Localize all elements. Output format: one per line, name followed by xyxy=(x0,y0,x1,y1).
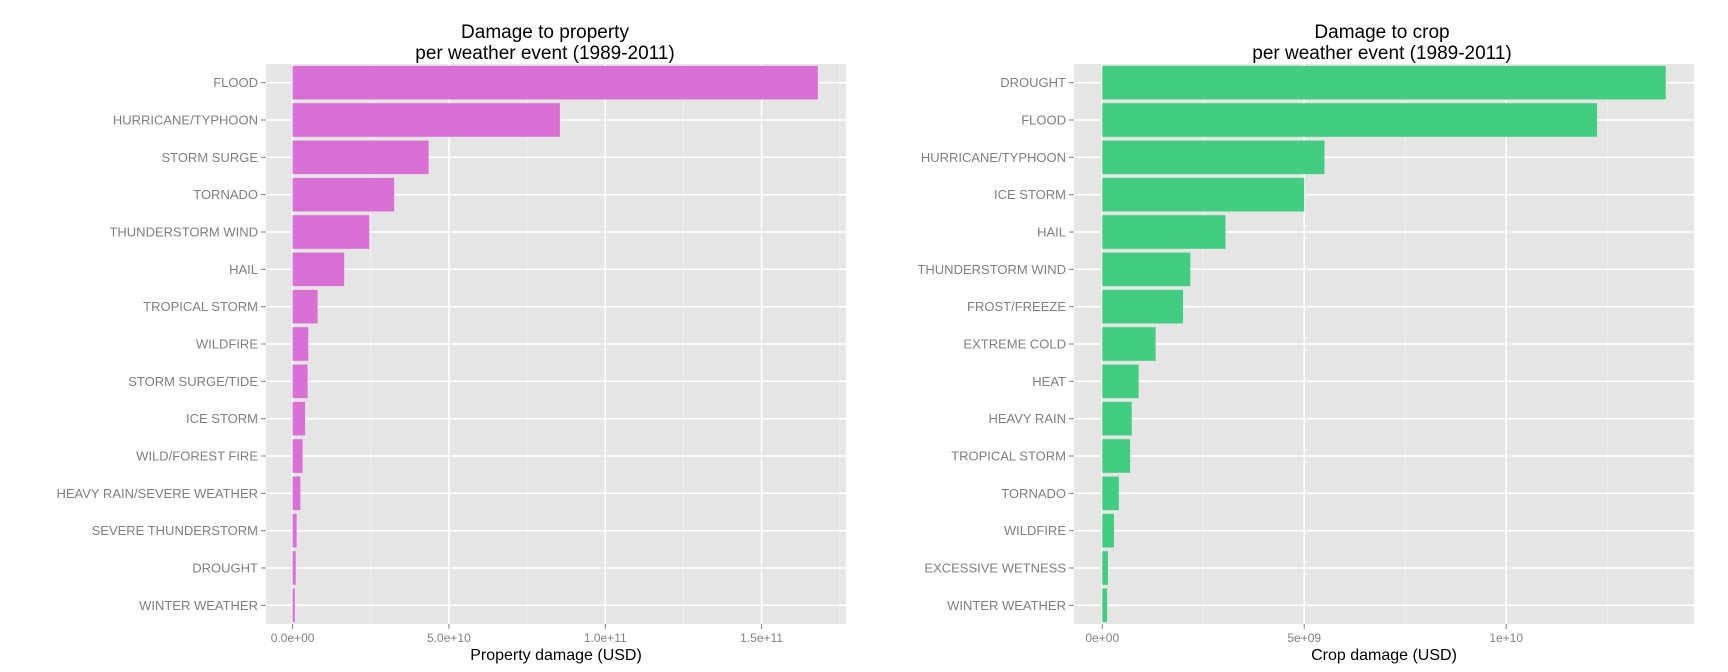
y-tick-label-hail: HAIL xyxy=(1037,225,1066,240)
y-tick-label-severe-thunderstorm: SEVERE THUNDERSTORM xyxy=(92,523,258,538)
bar-extreme-cold xyxy=(1102,327,1156,361)
y-tick-label-extreme-cold: EXTREME COLD xyxy=(963,337,1066,352)
y-tick-label-thunderstorm-wind: THUNDERSTORM WIND xyxy=(109,225,258,240)
chart-crop-damage: DROUGHT FLOOD HURRICANE/TYPHOON ICE STORM HA… xyxy=(917,22,1694,664)
y-tick-label-flood: FLOOD xyxy=(1021,113,1066,128)
bar-hurricane-typhoon xyxy=(292,103,560,137)
bar-heavy-rain xyxy=(1102,401,1132,436)
bar-flood xyxy=(1102,103,1598,137)
bar-thunderstorm-wind xyxy=(292,215,370,249)
bar-tropical-storm xyxy=(292,289,318,324)
bar-tornado xyxy=(1102,476,1119,511)
bar-frost-freeze xyxy=(1102,289,1184,324)
y-tick-label-frost-freeze: FROST/FREEZE xyxy=(967,299,1066,314)
x-axis-title: Property damage (USD) xyxy=(470,647,642,664)
bar-ice-storm xyxy=(292,401,306,436)
y-tick-label-ice-storm: ICE STORM xyxy=(186,411,258,426)
y-tick-label-ice-storm: ICE STORM xyxy=(994,187,1066,202)
bar-hail xyxy=(1102,215,1226,249)
y-tick-label-heavy-rain-severe-weather: HEAVY RAIN/SEVERE WEATHER xyxy=(56,486,258,501)
x-tick-label: 0e+00 xyxy=(1085,631,1119,645)
x-tick-label: 0.0e+00 xyxy=(271,631,315,645)
y-tick-label-wildfire: WILDFIRE xyxy=(1004,523,1066,538)
y-tick-label-heat: HEAT xyxy=(1032,374,1066,389)
bar-winter-weather xyxy=(292,588,295,623)
bar-winter-weather xyxy=(1102,588,1108,623)
bar-wildfire xyxy=(1102,513,1114,548)
bar-ice-storm xyxy=(1102,177,1305,212)
bar-flood xyxy=(292,65,818,100)
x-tick-label: 1.5e+11 xyxy=(740,631,783,645)
bar-drought xyxy=(292,551,296,585)
y-tick-label-winter-weather: WINTER WEATHER xyxy=(947,598,1066,613)
x-tick-label: 1e+10 xyxy=(1489,631,1523,645)
y-tick-label-hurricane-typhoon: HURRICANE/TYPHOON xyxy=(113,113,258,128)
bar-tropical-storm xyxy=(1102,439,1131,473)
y-tick-label-storm-surge-tide: STORM SURGE/TIDE xyxy=(128,374,258,389)
bar-severe-thunderstorm xyxy=(292,513,297,548)
chart-subtitle: per weather event (1989-2011) xyxy=(415,43,674,64)
y-tick-label-wild-forest-fire: WILD/FOREST FIRE xyxy=(136,449,258,464)
bar-storm-surge xyxy=(292,140,429,175)
bar-drought xyxy=(1102,65,1666,100)
chart-title: Damage to crop xyxy=(1314,22,1449,43)
bar-thunderstorm-wind xyxy=(1102,252,1191,287)
chart-property-damage: FLOOD HURRICANE/TYPHOON STORM SURGE TORNADO… xyxy=(56,22,846,664)
y-tick-label-flood: FLOOD xyxy=(213,75,258,90)
y-tick-label-thunderstorm-wind: THUNDERSTORM WIND xyxy=(917,262,1066,277)
y-tick-label-drought: DROUGHT xyxy=(1000,75,1066,90)
y-tick-label-heavy-rain: HEAVY RAIN xyxy=(988,411,1066,426)
x-tick-label: 5.0e+10 xyxy=(427,631,471,645)
bar-heavy-rain-severe-weather xyxy=(292,476,301,511)
bar-wild-forest-fire xyxy=(292,439,303,473)
x-tick-label: 5e+09 xyxy=(1287,631,1321,645)
y-tick-label-storm-surge: STORM SURGE xyxy=(161,150,258,165)
y-tick-label-excessive-wetness: EXCESSIVE WETNESS xyxy=(924,561,1066,576)
bar-hail xyxy=(292,252,345,287)
chart-subtitle: per weather event (1989-2011) xyxy=(1252,43,1511,64)
y-tick-label-winter-weather: WINTER WEATHER xyxy=(139,598,258,613)
y-tick-label-drought: DROUGHT xyxy=(192,561,258,576)
bar-tornado xyxy=(292,177,395,212)
y-tick-label-hail: HAIL xyxy=(229,262,258,277)
bar-storm-surge-tide xyxy=(292,364,308,399)
bar-wildfire xyxy=(292,327,309,361)
x-axis-title: Crop damage (USD) xyxy=(1311,647,1457,664)
x-tick-label: 1.0e+11 xyxy=(584,631,627,645)
y-tick-label-tropical-storm: TROPICAL STORM xyxy=(951,449,1066,464)
y-tick-label-tropical-storm: TROPICAL STORM xyxy=(143,299,258,314)
bar-heat xyxy=(1102,364,1139,399)
y-tick-label-hurricane-typhoon: HURRICANE/TYPHOON xyxy=(921,150,1066,165)
y-tick-label-tornado: TORNADO xyxy=(193,187,258,202)
chart-title: Damage to property xyxy=(461,22,629,43)
bar-hurricane-typhoon xyxy=(1102,140,1325,175)
bar-excessive-wetness xyxy=(1102,551,1108,585)
y-tick-label-tornado: TORNADO xyxy=(1001,486,1066,501)
y-tick-label-wildfire: WILDFIRE xyxy=(196,337,258,352)
